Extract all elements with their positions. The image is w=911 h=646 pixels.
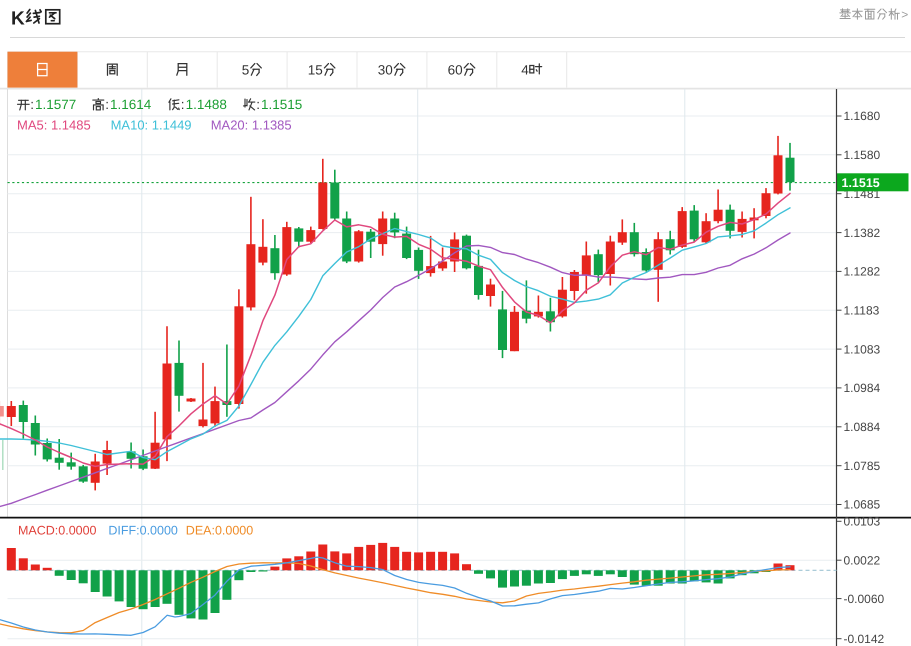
svg-text::: : [105, 97, 109, 112]
svg-text:1.0884: 1.0884 [844, 420, 881, 434]
svg-text::: : [181, 97, 185, 112]
svg-text:DEA:0.0000: DEA:0.0000 [186, 524, 253, 538]
svg-text:0.0022: 0.0022 [844, 553, 881, 567]
svg-text:1.0785: 1.0785 [844, 459, 881, 473]
svg-text:MA20: 1.1385: MA20: 1.1385 [211, 117, 292, 132]
svg-text:1.1515: 1.1515 [842, 176, 880, 190]
svg-text:1.1614: 1.1614 [110, 97, 152, 112]
svg-text::: : [30, 97, 34, 112]
svg-text:>: > [901, 8, 908, 22]
svg-text:1.1282: 1.1282 [844, 265, 881, 279]
svg-text:5: 5 [242, 62, 250, 77]
svg-text:-0.0142: -0.0142 [844, 632, 885, 646]
svg-text:MA5: 1.1485: MA5: 1.1485 [17, 117, 91, 132]
svg-text:1.1488: 1.1488 [186, 97, 227, 112]
svg-text:1.1083: 1.1083 [844, 342, 881, 356]
svg-text:4: 4 [521, 62, 529, 77]
svg-text:-0.0060: -0.0060 [844, 592, 885, 606]
svg-text:1.1183: 1.1183 [844, 303, 880, 317]
svg-text:1.0685: 1.0685 [844, 498, 881, 512]
svg-text:K: K [11, 9, 25, 30]
svg-text:60: 60 [448, 62, 463, 77]
svg-text:1.1382: 1.1382 [844, 226, 881, 240]
svg-text:15: 15 [308, 62, 323, 77]
svg-text:1.1515: 1.1515 [261, 97, 302, 112]
svg-text:30: 30 [378, 62, 393, 77]
svg-text:1.1680: 1.1680 [844, 109, 881, 123]
svg-text::: : [256, 97, 260, 112]
svg-text:0.0103: 0.0103 [844, 515, 881, 529]
svg-text:DIFF:0.0000: DIFF:0.0000 [108, 524, 178, 538]
svg-text:1.0984: 1.0984 [844, 381, 881, 395]
svg-text:1.1580: 1.1580 [844, 148, 881, 162]
svg-text:1.1577: 1.1577 [35, 97, 76, 112]
svg-text:MACD:0.0000: MACD:0.0000 [18, 524, 97, 538]
svg-text:MA10: 1.1449: MA10: 1.1449 [111, 117, 192, 132]
